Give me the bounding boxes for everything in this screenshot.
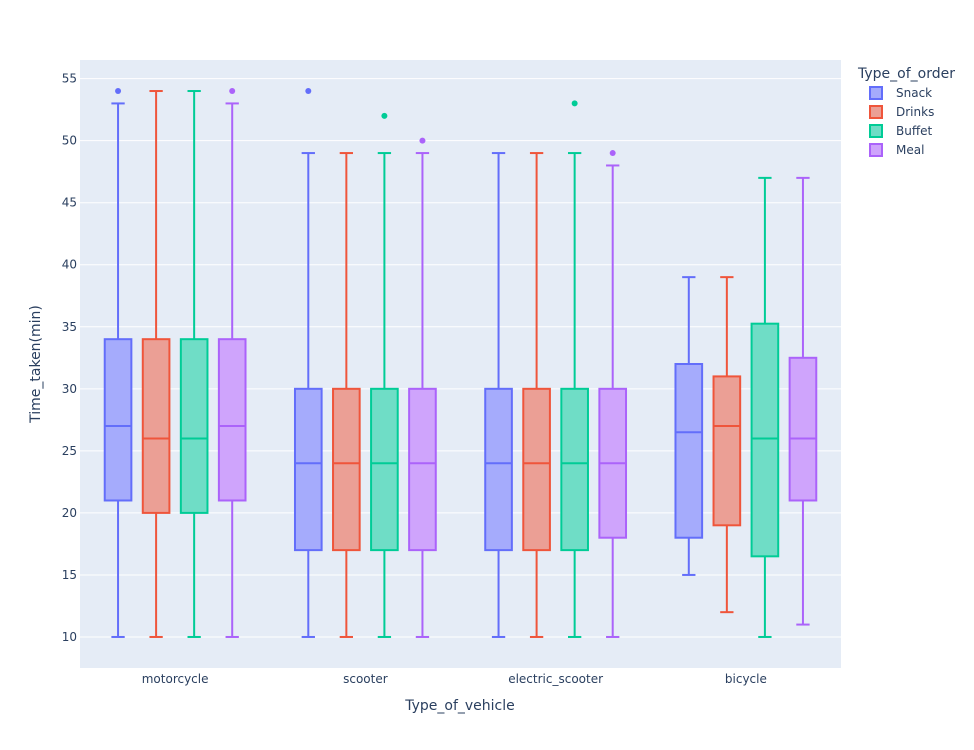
box-meal-motorcycle (217, 88, 247, 638)
legend-label: Meal (896, 143, 924, 157)
y-axis-title: Time_taken(min) (28, 305, 44, 424)
box-iqr (712, 375, 742, 527)
x-tick-label: motorcycle (142, 672, 209, 686)
legend-title: Type_of_order (857, 66, 955, 82)
legend-item-meal: Meal (869, 143, 924, 157)
legend-item-buffet: Buffet (869, 124, 932, 138)
box-buffet-bicycle (750, 176, 780, 638)
box-drinks-bicycle (712, 276, 742, 614)
box-iqr (179, 338, 209, 514)
box-iqr (408, 387, 437, 552)
y-tick-label: 15 (62, 568, 77, 582)
outlier-point (115, 88, 122, 95)
y-tick-label: 40 (62, 258, 77, 272)
box-iqr (484, 387, 513, 552)
series-snack (103, 88, 704, 638)
box-iqr (293, 387, 323, 552)
series-drinks (141, 90, 742, 638)
y-tick-label: 50 (62, 134, 77, 148)
legend-swatch (869, 105, 883, 119)
legend-item-drinks: Drinks (869, 105, 934, 119)
box-iqr (750, 322, 780, 558)
outlier-point (571, 100, 578, 107)
box-snack-bicycle (674, 276, 704, 576)
outlier-point (229, 88, 236, 95)
series-buffet (179, 90, 780, 638)
y-tick-label: 25 (62, 444, 77, 458)
box-iqr (788, 356, 818, 502)
legend-label: Buffet (896, 124, 932, 138)
box-iqr (141, 338, 171, 514)
x-tick-label: electric_scooter (508, 672, 603, 686)
legend-swatch (869, 86, 883, 100)
legend-label: Drinks (896, 105, 934, 119)
x-tick-label: bicycle (725, 672, 767, 686)
outlier-point (419, 137, 426, 144)
y-tick-label: 35 (62, 320, 77, 334)
series-meal (217, 88, 818, 638)
box-drinks-electric_scooter (522, 152, 551, 638)
box-meal-scooter (408, 137, 437, 638)
legend: Type_of_order Snack Drinks Buffet Meal (857, 66, 955, 157)
box-iqr (103, 338, 133, 502)
y-tick-label: 45 (62, 196, 77, 210)
legend-label: Snack (896, 86, 932, 100)
legend-swatch (869, 143, 883, 157)
x-axis-title: Type_of_vehicle (404, 698, 515, 714)
box-meal-electric_scooter (598, 150, 628, 638)
box-iqr (560, 387, 589, 552)
outlier-point (609, 150, 616, 157)
y-tick-label: 20 (62, 506, 77, 520)
y-tick-label: 10 (62, 630, 77, 644)
box-snack-electric_scooter (484, 152, 513, 638)
outlier-point (305, 88, 312, 95)
legend-items: Snack Drinks Buffet Meal (869, 86, 934, 157)
y-tick-label: 55 (62, 72, 77, 86)
box-series (103, 88, 818, 638)
outlier-point (381, 112, 388, 119)
y-tick-label: 30 (62, 382, 77, 396)
box-iqr (522, 387, 551, 552)
legend-item-snack: Snack (869, 86, 932, 100)
box-snack-motorcycle (103, 88, 133, 638)
box-iqr (370, 387, 399, 552)
x-tick-label: scooter (343, 672, 388, 686)
box-snack-scooter (293, 88, 323, 638)
legend-swatch (869, 124, 883, 138)
box-buffet-scooter (370, 112, 399, 638)
box-meal-bicycle (788, 176, 818, 626)
box-drinks-scooter (332, 152, 361, 638)
y-axis-ticks: 10 15 20 25 30 35 40 45 50 55 (62, 72, 77, 644)
box-iqr (332, 387, 361, 552)
box-buffet-motorcycle (179, 90, 209, 638)
box-iqr (674, 363, 704, 539)
box-drinks-motorcycle (141, 90, 171, 638)
box-iqr (217, 338, 247, 502)
x-axis-ticks: motorcycle scooter electric_scooter bicycle (142, 672, 767, 686)
box-buffet-electric_scooter (560, 100, 589, 638)
